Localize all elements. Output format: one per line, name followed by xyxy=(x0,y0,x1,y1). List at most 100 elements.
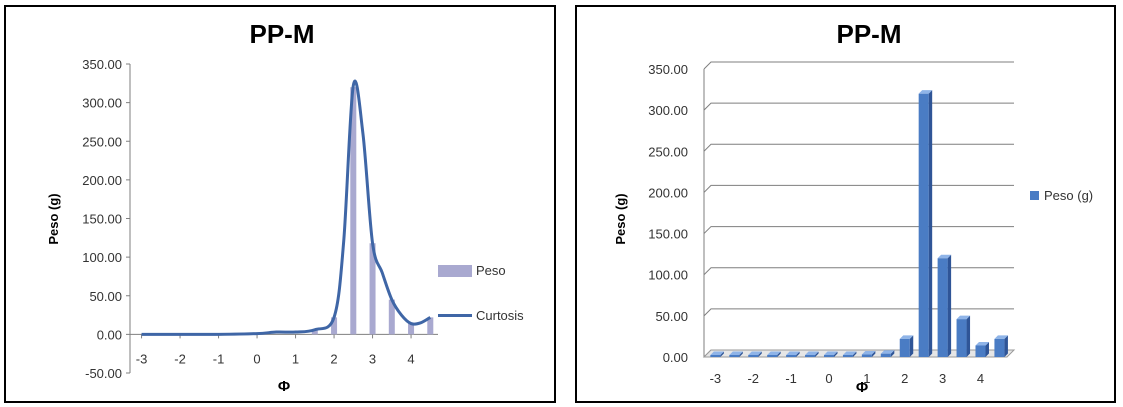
bar xyxy=(937,254,952,357)
y-tick-label: 100.00 xyxy=(82,250,122,265)
gridline xyxy=(703,102,1014,111)
legend: Peso (g) xyxy=(1030,188,1093,233)
bar-top xyxy=(861,351,876,355)
y-tick-label: 200.00 xyxy=(82,173,122,188)
legend-label: Curtosis xyxy=(476,308,524,323)
gridline xyxy=(703,267,1014,276)
series-line-curtosis xyxy=(141,79,432,336)
gridline xyxy=(703,226,1014,234)
bar xyxy=(388,299,395,335)
chart-left-svg: -50.00 0.00 50.00 100.00 150.00 200.00 250.00 3… xyxy=(46,57,438,395)
bar-top xyxy=(918,90,933,94)
x-tick-label: -3 xyxy=(710,371,722,386)
legend-item-peso: Peso xyxy=(438,263,524,278)
gridline xyxy=(703,184,1014,193)
x-tick-label: 0 xyxy=(253,351,260,366)
y-tick-label: 300.00 xyxy=(648,103,688,118)
bar xyxy=(994,335,1008,357)
bar xyxy=(767,351,781,357)
bar-front xyxy=(842,355,853,357)
bar-side xyxy=(890,350,895,357)
bar xyxy=(899,335,914,357)
x-tick-label: 2 xyxy=(901,371,908,386)
bar xyxy=(748,351,762,357)
bar-side xyxy=(815,351,819,357)
bar xyxy=(975,341,989,357)
chart-title: PP-M xyxy=(836,19,902,49)
y-tick-label: 50.00 xyxy=(655,309,688,324)
gridline xyxy=(703,143,1014,152)
bar xyxy=(880,350,895,357)
y-tick-label: 0.00 xyxy=(97,327,122,342)
legend-label: Peso xyxy=(476,263,506,278)
x-axis-label: Φ xyxy=(856,379,868,396)
bar-side xyxy=(947,254,952,357)
legend-label: Peso (g) xyxy=(1044,188,1094,203)
y-tick-label: 300.00 xyxy=(82,96,122,111)
bar-front xyxy=(899,338,910,357)
y-tick-label: 50.00 xyxy=(89,289,122,304)
bar-front xyxy=(861,354,872,357)
bar xyxy=(861,351,876,357)
bar-front xyxy=(805,355,816,357)
legend-item-curtosis: Curtosis xyxy=(438,308,524,323)
bar xyxy=(427,317,434,335)
bar-top xyxy=(805,351,819,355)
bar xyxy=(786,351,800,357)
bar-top xyxy=(937,254,952,259)
bar-front xyxy=(748,355,759,357)
x-tick-label: -1 xyxy=(785,371,797,386)
bar-side xyxy=(985,341,989,357)
bar-side xyxy=(852,351,857,357)
bar-top xyxy=(975,341,989,346)
y-tick-label: -50.00 xyxy=(85,366,122,381)
x-tick-label: 0 xyxy=(825,371,832,386)
y-tick-label: 100.00 xyxy=(648,268,688,283)
bar-side xyxy=(1004,335,1008,357)
bar xyxy=(331,317,338,335)
x-tick-label: -2 xyxy=(747,371,759,386)
y-tick-label: 250.00 xyxy=(82,134,122,149)
legend-item-peso-g: Peso (g) xyxy=(1030,188,1093,203)
legend-swatch-bar xyxy=(1030,191,1039,200)
bar-top xyxy=(842,351,857,355)
bar-front xyxy=(729,355,740,357)
x-tick-label: 3 xyxy=(369,351,376,366)
bar-front xyxy=(880,353,891,357)
bar-side xyxy=(909,335,914,357)
bar-side xyxy=(796,351,800,357)
bar xyxy=(956,315,971,357)
gridline xyxy=(703,61,1014,70)
y-axis-label: Peso (g) xyxy=(613,193,628,244)
bar-top xyxy=(786,351,800,355)
y-tick-label: 150.00 xyxy=(82,212,122,227)
bar-top xyxy=(767,351,781,355)
bar xyxy=(805,351,819,357)
x-tick-label: -3 xyxy=(136,351,148,366)
bar-top xyxy=(823,351,838,355)
bar-side xyxy=(966,315,971,357)
bar-front xyxy=(994,338,1005,357)
bar-top xyxy=(729,351,743,355)
chart-title: PP-M xyxy=(249,19,315,49)
bar-front xyxy=(956,319,967,357)
bar-front xyxy=(710,355,721,357)
bar xyxy=(710,351,724,357)
bar xyxy=(729,351,743,357)
bar xyxy=(408,323,415,335)
legend: Peso Curtosis xyxy=(438,263,524,353)
y-tick-label: 350.00 xyxy=(82,57,122,72)
bar xyxy=(842,351,857,357)
bar-side xyxy=(833,351,838,357)
y-tick-label: 150.00 xyxy=(648,227,688,242)
bar-side xyxy=(720,351,724,357)
y-tick-label: 200.00 xyxy=(648,185,688,200)
bar-front xyxy=(823,355,834,357)
x-tick-label: -1 xyxy=(213,351,225,366)
x-tick-label: 1 xyxy=(292,351,299,366)
bar-side xyxy=(777,351,781,357)
bar xyxy=(823,351,838,357)
bar xyxy=(350,87,357,335)
bar-front xyxy=(767,355,778,357)
y-axis-label: Peso (g) xyxy=(46,193,61,244)
